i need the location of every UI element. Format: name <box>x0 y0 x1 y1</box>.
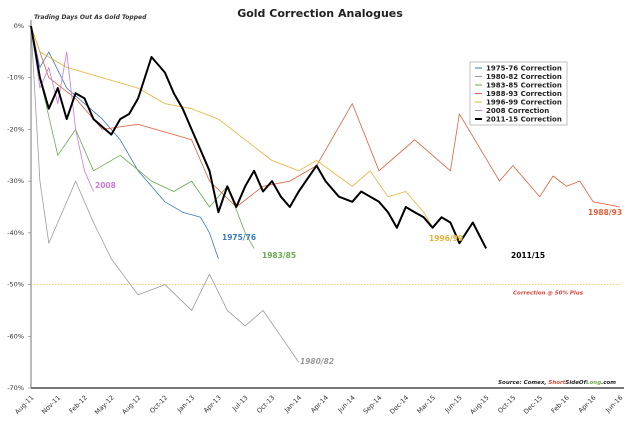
source-part: Long <box>586 380 601 386</box>
y-tick-label: -20% <box>7 125 24 133</box>
x-tick-label: Aug-12 <box>120 394 142 416</box>
x-tick-label: Mar-15 <box>415 394 437 416</box>
series-line-1988-93 <box>30 25 621 208</box>
y-tick-label: -60% <box>7 332 24 340</box>
x-tick-label: Apr-14 <box>309 394 330 415</box>
x-tick-label: Aug-15 <box>468 394 490 416</box>
legend-entry: 1996-99 Correction <box>486 99 562 107</box>
x-tick-label: Apr-13 <box>202 394 223 415</box>
x-tick-label: Jan-13 <box>175 394 196 415</box>
chart-title: Gold Correction Analogues <box>237 7 403 20</box>
source-part: .com <box>601 380 616 386</box>
x-tick-label: Dec-15 <box>522 394 544 416</box>
series-line-1983-85 <box>30 25 255 249</box>
x-tick-label: Oct-12 <box>148 394 169 415</box>
series-lines <box>30 25 621 363</box>
x-tick-label: Jun-14 <box>336 394 357 415</box>
x-tick-label: Nov-11 <box>40 394 62 416</box>
y-tick-label: -40% <box>7 229 24 237</box>
threshold-line: Correction @ 50% Plus <box>31 284 620 297</box>
threshold-label: Correction @ 50% Plus <box>513 291 584 297</box>
source-prefix: Source: Comex, <box>498 380 548 386</box>
series-line-1996-99 <box>30 25 433 228</box>
legend-entry: 1983-85 Correction <box>486 82 562 90</box>
legend-entry: 1980-82 Correction <box>486 73 562 81</box>
legend-entry: 1975-76 Correction <box>486 65 562 73</box>
x-tick-label: Jun-15 <box>443 394 464 415</box>
x-tick-label: Dec-14 <box>388 394 410 416</box>
series-label: 1988/93 <box>588 208 622 217</box>
series-label: 1983/85 <box>262 251 296 260</box>
series-line-1980-82 <box>30 25 300 363</box>
x-tick-label: Oct-13 <box>255 394 276 415</box>
series-label: 1975/76 <box>222 233 256 242</box>
x-tick-label: Aug-11 <box>13 394 35 416</box>
source-note: Source: Comex, ShortSideOfLong.com <box>498 380 616 386</box>
y-tick-label: -70% <box>7 384 24 392</box>
legend-entry: 2008 Correction <box>486 107 549 115</box>
x-tick-label: Jul-13 <box>230 394 249 413</box>
y-tick-label: 0% <box>14 22 24 30</box>
legend-entry: 2011-15 Correction <box>486 116 562 124</box>
x-tick-label: Feb-16 <box>550 394 571 415</box>
chart-subtitle: Trading Days Out As Gold Topped <box>34 14 147 21</box>
x-axis: Aug-11 Nov-11 Feb-12 May-12 Aug-12 Oct-12 Jan-… <box>13 387 624 417</box>
series-label: 2008 <box>95 181 116 190</box>
x-tick-label: Oct-15 <box>496 394 517 415</box>
source-part: Short <box>548 380 565 386</box>
y-axis: 0% -10% -20% -30% -40% -50% -60% -70% <box>7 20 32 392</box>
series-labels: 1975/76 1980/82 1983/85 1988/93 1996/99 2008 2… <box>95 181 622 366</box>
y-tick-label: -10% <box>7 74 24 82</box>
x-tick-label: Apr-16 <box>577 394 598 415</box>
source-part: SideOf <box>565 380 586 386</box>
series-label: 2011/15 <box>511 251 545 260</box>
x-tick-label: Jan-14 <box>282 394 303 415</box>
legend-box <box>469 61 568 126</box>
series-label: 1980/82 <box>300 357 334 366</box>
y-tick-label: -50% <box>7 281 24 289</box>
series-line-2011-15 <box>30 25 487 249</box>
x-tick-label: Feb-12 <box>68 394 89 415</box>
series-label: 1996/99 <box>429 234 463 243</box>
x-tick-label: Sep-14 <box>362 394 384 416</box>
x-tick-label: May-12 <box>93 394 116 417</box>
series-line-1975-76 <box>30 25 219 259</box>
legend-entry: 1988-93 Correction <box>486 90 562 98</box>
x-tick-label: Jun-16 <box>603 394 624 415</box>
y-tick-label: -30% <box>7 177 24 185</box>
